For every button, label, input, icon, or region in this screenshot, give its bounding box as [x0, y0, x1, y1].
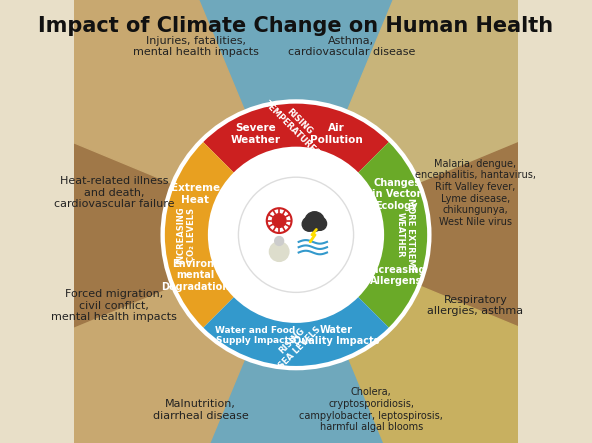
- Polygon shape: [0, 235, 296, 443]
- Polygon shape: [296, 0, 592, 235]
- Polygon shape: [92, 0, 500, 235]
- Circle shape: [239, 177, 353, 292]
- Text: Respiratory
allergies, asthma: Respiratory allergies, asthma: [427, 295, 523, 316]
- Polygon shape: [163, 141, 235, 329]
- Text: RISING
TEMPERATURES: RISING TEMPERATURES: [263, 92, 329, 159]
- Circle shape: [269, 242, 289, 261]
- Text: Water
Quality Impacts: Water Quality Impacts: [294, 325, 380, 346]
- Text: Malnutrition,
diarrheal disease: Malnutrition, diarrheal disease: [153, 399, 249, 420]
- Polygon shape: [0, 0, 296, 235]
- Circle shape: [313, 217, 327, 230]
- Text: Severe
Weather: Severe Weather: [230, 123, 281, 145]
- Text: Increasing
Allergens: Increasing Allergens: [368, 264, 426, 286]
- Text: Air
Pollution: Air Pollution: [310, 123, 363, 145]
- Circle shape: [275, 237, 284, 245]
- Text: Environ-
mental
Degradation: Environ- mental Degradation: [161, 259, 230, 292]
- Text: Forced migration,
civil conflict,
mental health impacts: Forced migration, civil conflict, mental…: [52, 289, 178, 322]
- Text: Heat-related illness
and death,
cardiovascular failure: Heat-related illness and death, cardiova…: [54, 176, 175, 209]
- Text: Malaria, dengue,
encephalitis, hantavirus,
Rift Valley fever,
Lyme disease,
chik: Malaria, dengue, encephalitis, hantaviru…: [415, 159, 536, 227]
- Text: Changes
in Vector
Ecology: Changes in Vector Ecology: [372, 178, 422, 211]
- Circle shape: [162, 101, 430, 369]
- Polygon shape: [296, 235, 592, 443]
- Polygon shape: [357, 141, 429, 329]
- Circle shape: [305, 212, 324, 231]
- Text: Impact of Climate Change on Human Health: Impact of Climate Change on Human Health: [38, 16, 554, 35]
- Polygon shape: [0, 31, 296, 438]
- Circle shape: [272, 214, 286, 227]
- Polygon shape: [92, 235, 500, 443]
- Polygon shape: [202, 296, 390, 368]
- Text: Injuries, fatalities,
mental health impacts: Injuries, fatalities, mental health impa…: [133, 36, 259, 57]
- Circle shape: [302, 217, 316, 231]
- Polygon shape: [296, 31, 592, 438]
- Text: MORE EXTREME
WEATHER: MORE EXTREME WEATHER: [396, 198, 416, 272]
- Text: INCREASING
CO₂ LEVELS: INCREASING CO₂ LEVELS: [176, 206, 196, 264]
- Text: Cholera,
cryptosporidiosis,
campylobacter, leptospirosis,
harmful algal blooms: Cholera, cryptosporidiosis, campylobacte…: [300, 387, 443, 432]
- Text: Water and Food
Supply Impacts: Water and Food Supply Impacts: [215, 326, 295, 345]
- Text: RISING
SEA LEVELS: RISING SEA LEVELS: [269, 318, 323, 371]
- Text: Asthma,
cardiovascular disease: Asthma, cardiovascular disease: [288, 36, 415, 57]
- Text: Extreme
Heat: Extreme Heat: [171, 183, 220, 205]
- Polygon shape: [202, 102, 390, 174]
